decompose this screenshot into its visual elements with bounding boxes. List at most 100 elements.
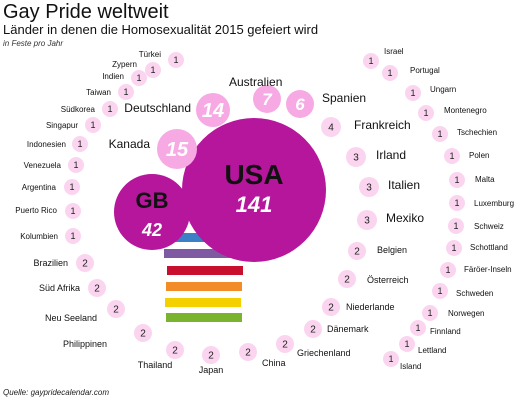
bubble-circle-indonesien bbox=[72, 136, 88, 152]
bubble-circle-thailand bbox=[166, 341, 184, 359]
rainbow-stripe-2 bbox=[164, 249, 240, 258]
bubble-label-argentina: Argentina bbox=[22, 183, 57, 192]
bubble-circle-venezuela bbox=[68, 157, 84, 173]
bubble-schweden: 1 Schweden bbox=[432, 283, 493, 299]
bubble-label-japan: Japan bbox=[199, 365, 224, 375]
bubble-circle-luxemburg bbox=[449, 195, 465, 211]
bubble-brazilien: 2 Brazilien bbox=[33, 254, 94, 272]
bubble-label-australien: Australien bbox=[229, 75, 282, 89]
bubble-circle-argentina bbox=[64, 179, 80, 195]
bubble-circle-spanien bbox=[286, 90, 314, 118]
bubble-circle-danemark bbox=[304, 320, 322, 338]
bubble-value-china: 2 bbox=[245, 348, 251, 359]
bubble-circle-kanada bbox=[157, 129, 197, 169]
bubble-circle-sud-afrika bbox=[88, 279, 106, 297]
bubble-circle-brazilien bbox=[76, 254, 94, 272]
bubble-label-finnland: Finnland bbox=[430, 327, 461, 336]
bubble-label-taiwan: Taiwan bbox=[86, 88, 111, 97]
bubble-philippinen: 2 Philippinen bbox=[63, 324, 152, 349]
bubble-value-gb: 42 bbox=[141, 220, 162, 240]
bubble-circle-griechenland bbox=[276, 335, 294, 353]
bubble-country-usa: USA bbox=[224, 159, 283, 190]
bubble-circle-zypern bbox=[145, 62, 161, 78]
bubble-circle-norwegen bbox=[422, 305, 438, 321]
bubble-value-sud-afrika: 2 bbox=[94, 284, 100, 295]
bubble-value-belgien: 2 bbox=[354, 247, 360, 258]
bubble-value-kolumbien: 1 bbox=[70, 231, 75, 241]
bubble-circle-kolumbien bbox=[65, 228, 81, 244]
bubble-danemark: 2 Dänemark bbox=[304, 320, 369, 338]
bubble-circle-portugal bbox=[382, 65, 398, 81]
bubble-circle-polen bbox=[444, 148, 460, 164]
bubble-label-mexiko: Mexiko bbox=[386, 211, 424, 225]
bubble-label-tschechien: Tschechien bbox=[457, 128, 497, 137]
bubble-finnland: 1 Finnland bbox=[410, 320, 461, 336]
bubble-circle-taiwan bbox=[118, 84, 134, 100]
bubble-label-portugal: Portugal bbox=[410, 66, 440, 75]
bubble-circle-malta bbox=[449, 172, 465, 188]
bubble-value-schweden: 1 bbox=[437, 286, 442, 296]
bubble-value-niederlande: 2 bbox=[328, 303, 334, 314]
bubble-value-japan: 2 bbox=[208, 351, 214, 362]
bubble-value-portugal: 1 bbox=[387, 68, 392, 78]
bubble-taiwan: 1 Taiwan bbox=[86, 84, 134, 100]
bubble-value-italien: 3 bbox=[366, 183, 372, 194]
bubble-value-argentina: 1 bbox=[69, 182, 74, 192]
bubble-label-polen: Polen bbox=[469, 151, 489, 160]
bubble-value-spanien: 6 bbox=[295, 95, 305, 114]
bubble-label-montenegro: Montenegro bbox=[444, 106, 487, 115]
bubble-value-lettland: 1 bbox=[404, 339, 409, 349]
bubble-schweiz: 1 Schweiz bbox=[448, 218, 504, 234]
bubble-label-thailand: Thailand bbox=[138, 360, 173, 370]
bubble-value-neu-seeland: 2 bbox=[113, 305, 119, 316]
bubble-label-danemark: Dänemark bbox=[327, 324, 369, 334]
bubble-circle-puerto-rico bbox=[65, 203, 81, 219]
bubble-neu-seeland: 2 Neu Seeland bbox=[45, 300, 125, 323]
bubble-norwegen: 1 Norwegen bbox=[422, 305, 484, 321]
bubble-label-niederlande: Niederlande bbox=[346, 302, 395, 312]
bubble-malta: 1 Malta bbox=[449, 172, 495, 188]
bubble-china: 2 China bbox=[239, 343, 286, 368]
bubble-value-australien: 7 bbox=[262, 90, 273, 109]
bubble-schottland: 1 Schottland bbox=[446, 240, 508, 256]
bubble-value-schottland: 1 bbox=[451, 243, 456, 253]
bubble-value-luxemburg: 1 bbox=[454, 198, 459, 208]
bubble-mexiko: 3 Mexiko bbox=[357, 210, 424, 230]
rainbow-stripe-5 bbox=[165, 298, 241, 307]
bubble-circle-mexiko bbox=[357, 210, 377, 230]
bubble-label-belgien: Belgien bbox=[377, 245, 407, 255]
bubble-argentina: 1 Argentina bbox=[22, 179, 80, 195]
bubble-value-ungarn: 1 bbox=[410, 88, 415, 98]
bubble-label-sudkorea: Südkorea bbox=[61, 105, 96, 114]
bubble-lettland: 1 Lettland bbox=[399, 336, 446, 355]
bubble-value-sudkorea: 1 bbox=[107, 104, 112, 114]
bubble-value-puerto-rico: 1 bbox=[70, 206, 75, 216]
chart-subtitle: Länder in denen die Homosexualität 2015 … bbox=[3, 22, 319, 37]
bubble-thailand: 2 Thailand bbox=[138, 341, 184, 370]
bubble-label-frankreich: Frankreich bbox=[354, 118, 411, 132]
source-note: Quelle: gaypridecalendar.com bbox=[3, 388, 109, 397]
bubble-circle-italien bbox=[359, 177, 379, 197]
bubble-label-schottland: Schottland bbox=[470, 243, 508, 252]
bubble-value-griechenland: 2 bbox=[282, 340, 288, 351]
bubble-niederlande: 2 Niederlande bbox=[322, 298, 395, 316]
bubble-circle-gb bbox=[114, 174, 190, 250]
bubble-circle-indien bbox=[131, 70, 147, 86]
bubble-label-turkei: Türkei bbox=[139, 50, 161, 59]
bubble-circle-finnland bbox=[410, 320, 426, 336]
bubble-label-norwegen: Norwegen bbox=[448, 309, 484, 318]
bubble-circle-belgien bbox=[348, 242, 366, 260]
bubble-gb: GB 42 bbox=[114, 174, 190, 250]
bubble-circle-irland bbox=[346, 147, 366, 167]
bubble-circle-frankreich bbox=[321, 117, 341, 137]
bubble-indien: 1 Indien bbox=[102, 70, 147, 86]
bubble-label-venezuela: Venezuela bbox=[24, 161, 62, 170]
bubble-circle-schottland bbox=[446, 240, 462, 256]
bubble-circle-osterreich bbox=[338, 270, 356, 288]
bubble-value-thailand: 2 bbox=[172, 346, 178, 357]
bubble-value-irland: 3 bbox=[353, 153, 359, 164]
bubble-puerto-rico: 1 Puerto Rico bbox=[15, 203, 81, 219]
